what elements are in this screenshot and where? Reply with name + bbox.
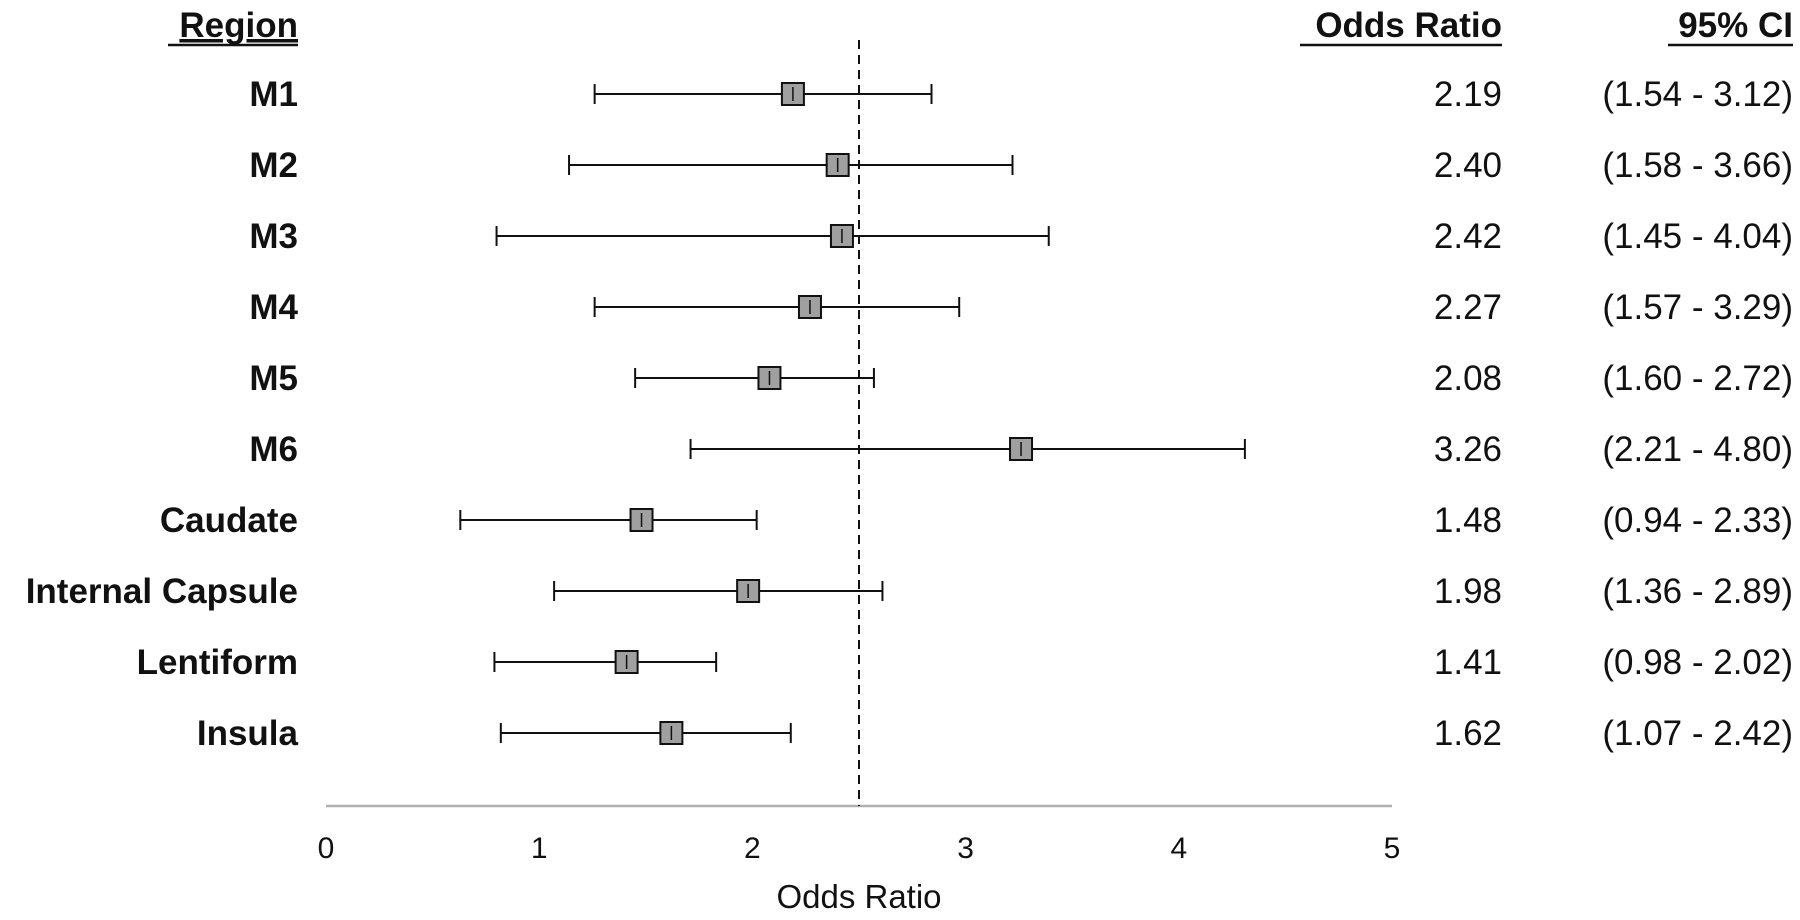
row-region-label: M5 bbox=[249, 359, 298, 398]
row-region-label: M2 bbox=[249, 146, 298, 185]
ci-column-header: 95% CI bbox=[1678, 6, 1793, 45]
ci-value: (1.36 - 2.89) bbox=[1602, 572, 1793, 611]
x-tick-label: 4 bbox=[1170, 832, 1187, 865]
ci-value: (0.98 - 2.02) bbox=[1602, 643, 1793, 682]
odds-ratio-value: 2.19 bbox=[1434, 75, 1502, 114]
ci-value: (1.60 - 2.72) bbox=[1602, 359, 1793, 398]
odds-ratio-value: 2.40 bbox=[1434, 146, 1502, 185]
ci-value: (0.94 - 2.33) bbox=[1602, 501, 1793, 540]
odds-ratio-column-header: Odds Ratio bbox=[1315, 6, 1502, 45]
x-axis-ticks: 0 1 2 3 4 5 bbox=[318, 832, 1401, 865]
x-tick-label: 2 bbox=[744, 832, 761, 865]
odds-ratio-value: 1.41 bbox=[1434, 643, 1502, 682]
forest-row: Internal Capsule 1.98 (1.36 - 2.89) bbox=[26, 572, 1793, 611]
odds-ratio-value: 1.62 bbox=[1434, 714, 1502, 753]
forest-row: Insula 1.62 (1.07 - 2.42) bbox=[197, 714, 1793, 753]
ci-value: (1.54 - 3.12) bbox=[1602, 75, 1793, 114]
forest-row: M6 3.26 (2.21 - 4.80) bbox=[249, 430, 1793, 469]
x-tick-label: 5 bbox=[1384, 832, 1401, 865]
odds-ratio-value: 3.26 bbox=[1434, 430, 1502, 469]
forest-row: Lentiform 1.41 (0.98 - 2.02) bbox=[137, 643, 1793, 682]
row-region-label: M6 bbox=[249, 430, 298, 469]
ci-value: (1.57 - 3.29) bbox=[1602, 288, 1793, 327]
x-tick-label: 3 bbox=[957, 832, 974, 865]
row-region-label: Insula bbox=[197, 714, 299, 753]
forest-row: Caudate 1.48 (0.94 - 2.33) bbox=[160, 501, 1793, 540]
row-region-label: M4 bbox=[249, 288, 298, 327]
x-tick-label: 1 bbox=[531, 832, 548, 865]
forest-row: M5 2.08 (1.60 - 2.72) bbox=[249, 359, 1793, 398]
ci-value: (2.21 - 4.80) bbox=[1602, 430, 1793, 469]
ci-value: (1.45 - 4.04) bbox=[1602, 217, 1793, 256]
forest-rows: M1 2.19 (1.54 - 3.12) M2 2.40 (1.58 - 3.66) M3… bbox=[26, 75, 1793, 753]
forest-row: M1 2.19 (1.54 - 3.12) bbox=[249, 75, 1793, 114]
row-region-label: Lentiform bbox=[137, 643, 298, 682]
x-axis-title: Odds Ratio bbox=[776, 878, 941, 915]
row-region-label: Caudate bbox=[160, 501, 298, 540]
row-region-label: M1 bbox=[249, 75, 298, 114]
odds-ratio-value: 2.08 bbox=[1434, 359, 1502, 398]
region-column-header: Region bbox=[179, 6, 298, 45]
row-region-label: M3 bbox=[249, 217, 298, 256]
odds-ratio-value: 1.48 bbox=[1434, 501, 1502, 540]
row-region-label: Internal Capsule bbox=[26, 572, 298, 611]
forest-row: M2 2.40 (1.58 - 3.66) bbox=[249, 146, 1793, 185]
odds-ratio-value: 1.98 bbox=[1434, 572, 1502, 611]
x-tick-label: 0 bbox=[318, 832, 335, 865]
forest-row: M3 2.42 (1.45 - 4.04) bbox=[249, 217, 1793, 256]
ci-value: (1.58 - 3.66) bbox=[1602, 146, 1793, 185]
forest-row: M4 2.27 (1.57 - 3.29) bbox=[249, 288, 1793, 327]
odds-ratio-value: 2.42 bbox=[1434, 217, 1502, 256]
ci-value: (1.07 - 2.42) bbox=[1602, 714, 1793, 753]
odds-ratio-value: 2.27 bbox=[1434, 288, 1502, 327]
